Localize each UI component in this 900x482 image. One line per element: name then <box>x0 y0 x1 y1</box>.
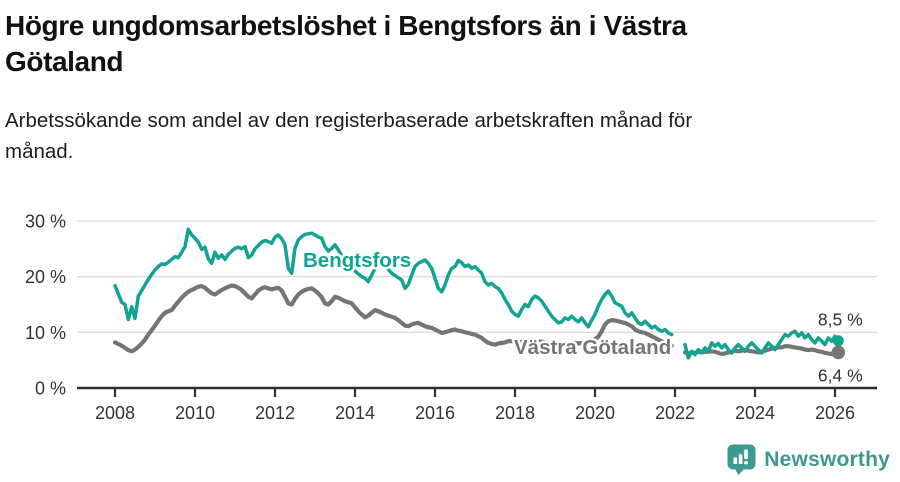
series-name-label-1: Västra Götaland <box>514 336 671 359</box>
newsworthy-logo-icon <box>727 444 756 475</box>
x-tick-label: 2024 <box>735 403 775 423</box>
series-line-0 <box>113 227 674 337</box>
chart-title: Högre ungdomsarbetslöshet i Bengtsfors ä… <box>5 8 900 80</box>
y-tick-label: 0 % <box>35 379 66 399</box>
series-line-1 <box>112 283 674 354</box>
y-tick-label: 10 % <box>25 323 66 343</box>
series-end-dot-0 <box>832 335 844 347</box>
series-end-value-1: 6,4 % <box>818 365 863 385</box>
chart-title-line1: Högre ungdomsarbetslöshet i Bengtsfors ä… <box>5 10 687 41</box>
series-name-label-0: Bengtsfors <box>303 249 411 272</box>
x-tick-label: 2020 <box>575 403 615 423</box>
x-tick-label: 2022 <box>655 403 695 423</box>
brand-name: Newsworthy <box>764 447 890 471</box>
header: Högre ungdomsarbetslöshet i Bengtsfors ä… <box>0 8 900 167</box>
chart-subtitle-line1: Arbetssökande som andel av den registerb… <box>5 109 693 132</box>
x-tick-label: 2008 <box>95 403 135 423</box>
chart-subtitle-line2: månad. <box>5 140 74 163</box>
x-tick-label: 2010 <box>175 403 215 423</box>
x-tick-label: 2026 <box>815 403 855 423</box>
x-tick-label: 2018 <box>495 403 535 423</box>
x-tick-label: 2012 <box>255 403 295 423</box>
infographic-page: { "header": { "title_line1": "Högre ungd… <box>0 8 900 482</box>
line-chart: 0 % 10 % 20 % 30 % 2008 2010 2012 2014 2016 2018 2… <box>25 212 877 423</box>
series-line-0 <box>683 329 841 360</box>
series-end-dot-1 <box>831 345 846 360</box>
y-tick-label: 30 % <box>25 212 66 232</box>
series-end-value-0: 8,5 % <box>818 310 863 330</box>
y-tick-label: 20 % <box>25 267 66 287</box>
footer-brand: Newsworthy <box>727 444 890 475</box>
x-tick-label: 2014 <box>335 403 375 423</box>
x-tick-label: 2016 <box>415 403 455 423</box>
chart-title-line2: Götaland <box>5 46 124 77</box>
chart-subtitle: Arbetssökande som andel av den registerb… <box>5 105 900 167</box>
